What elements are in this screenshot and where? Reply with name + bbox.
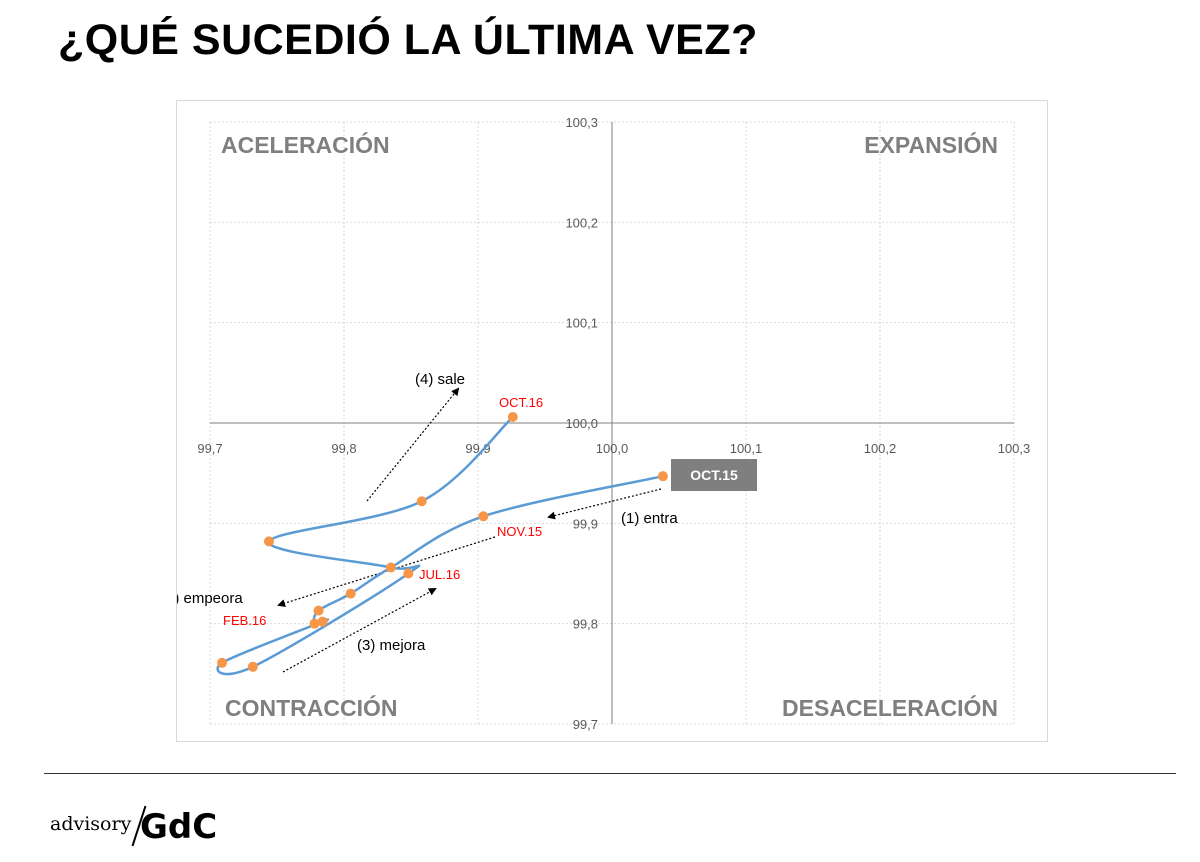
arrow-entra [547, 488, 662, 520]
data-point [478, 511, 489, 522]
y-tick-label: 99,9 [573, 516, 598, 531]
x-tick-label: 99,8 [331, 441, 356, 456]
quadrant-chart: 99,7 99,8 99,9 100,0 100,1 100,2 100,3 99,7 99,8… [177, 115, 1030, 732]
quadrant-label-top-left: ACELERACIÓN [221, 131, 390, 158]
data-point [263, 536, 274, 547]
x-tick-label: 100,3 [998, 441, 1031, 456]
annotation-arrows: (1) entra (2) empeora (3) mejora (4) sale [177, 371, 678, 673]
series-markers [217, 411, 668, 672]
data-point [247, 661, 258, 672]
data-point [403, 568, 414, 579]
footer-divider [44, 773, 1176, 774]
quadrant-labels: ACELERACIÓN EXPANSIÓN CONTRACCIÓN DESACELER… [221, 131, 998, 721]
x-tick-label: 100,2 [864, 441, 897, 456]
x-tick-label: 99,9 [465, 441, 490, 456]
arrow-sale [366, 387, 460, 502]
data-point [313, 605, 324, 616]
annotation-sale: (4) sale [415, 371, 465, 388]
annotation-empeora: (2) empeora [177, 590, 243, 607]
y-tick-label: 100,2 [565, 215, 598, 230]
logo-text-advisory: advisory [50, 813, 132, 835]
data-point [507, 411, 518, 422]
data-point [217, 657, 228, 668]
x-tick-label: 99,7 [197, 441, 222, 456]
point-label-oct15: OCT.15 [690, 467, 738, 483]
data-point [309, 618, 320, 629]
quadrant-label-top-right: EXPANSIÓN [864, 131, 998, 158]
y-tick-label: 100,0 [565, 416, 598, 431]
axes: 99,7 99,8 99,9 100,0 100,1 100,2 100,3 99,7 99,8… [197, 115, 1030, 732]
quadrant-label-bottom-right: DESACELERACIÓN [782, 694, 998, 721]
chart-frame: 99,7 99,8 99,9 100,0 100,1 100,2 100,3 99,7 99,8… [176, 100, 1048, 742]
point-label-jul16: JUL.16 [419, 567, 460, 582]
page-title: ¿QUÉ SUCEDIÓ LA ÚLTIMA VEZ? [58, 16, 758, 64]
y-tick-label: 99,7 [573, 717, 598, 732]
y-tick-label: 100,3 [565, 115, 598, 130]
annotation-mejora: (3) mejora [357, 637, 426, 654]
quadrant-label-bottom-left: CONTRACCIÓN [225, 694, 398, 721]
data-point [657, 471, 668, 482]
point-label-feb16: FEB.16 [223, 613, 266, 628]
logo-text-gdc: GdC [140, 807, 218, 847]
data-point [345, 588, 356, 599]
data-point [416, 496, 427, 507]
highlight-box-oct15 [671, 459, 757, 491]
data-point [317, 616, 328, 627]
x-tick-label: 100,1 [730, 441, 763, 456]
arrow-mejora [282, 588, 437, 673]
point-label-nov15: NOV.15 [497, 524, 542, 539]
y-tick-label: 99,8 [573, 617, 598, 632]
y-tick-label: 100,1 [565, 316, 598, 331]
point-label-oct16: OCT.16 [499, 395, 543, 410]
point-labels: OCT.15 NOV.15 FEB.16 JUL.16 OCT.16 [223, 395, 757, 628]
x-tick-label: 100,0 [596, 441, 629, 456]
data-point [385, 562, 396, 573]
annotation-entra: (1) entra [621, 510, 678, 527]
